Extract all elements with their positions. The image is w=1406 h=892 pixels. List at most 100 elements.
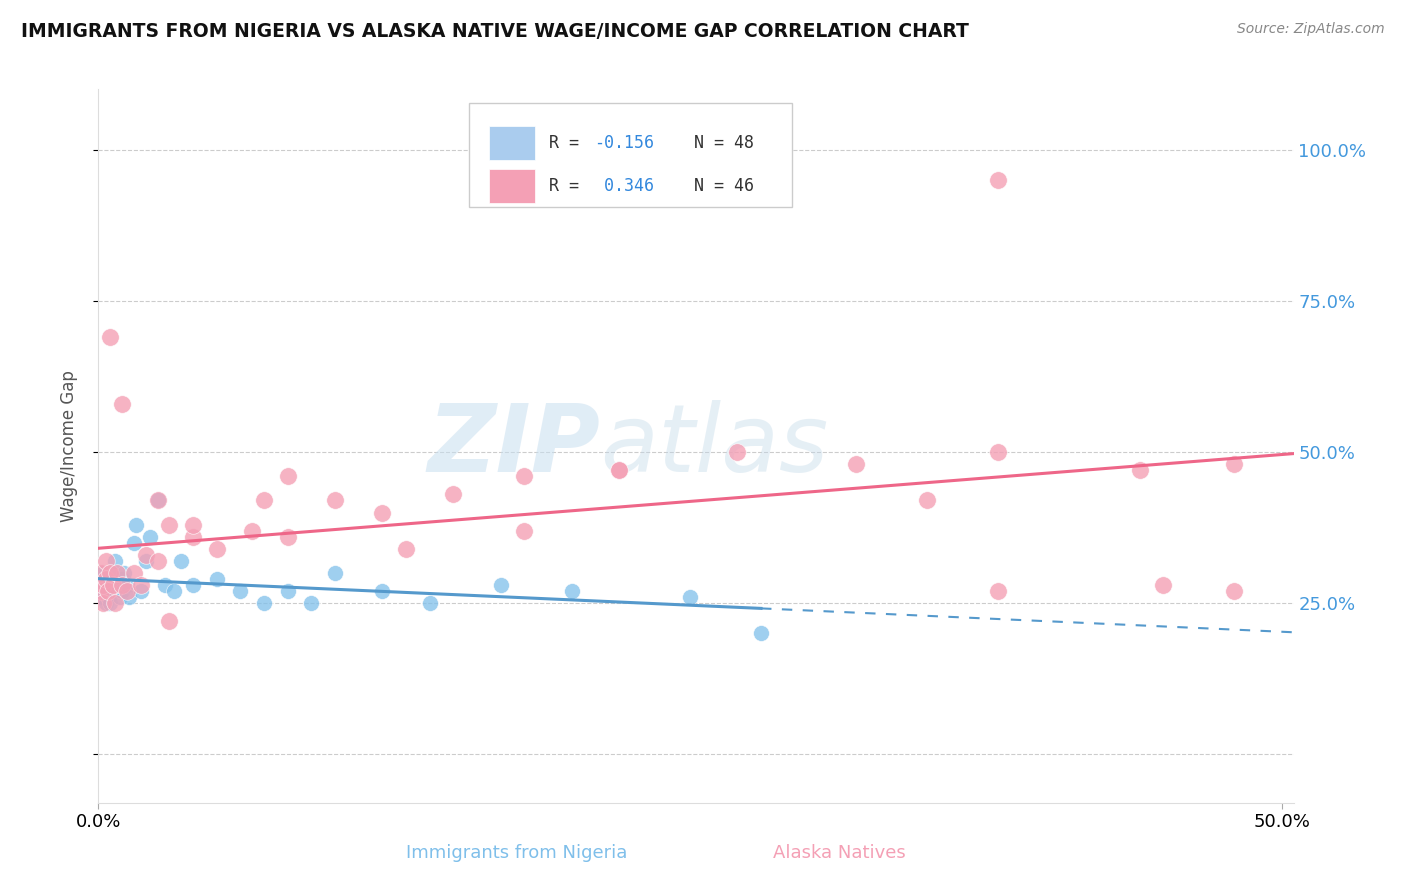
Point [679, 590, 702, 604]
Point [98, 596, 121, 610]
Text: ZIP: ZIP [427, 400, 600, 492]
Point [1223, 457, 1246, 471]
Point [91, 566, 114, 580]
Point [277, 530, 299, 544]
Point [115, 584, 138, 599]
Point [94, 572, 117, 586]
Point [90, 584, 112, 599]
Point [111, 578, 134, 592]
Bar [489, 169, 534, 203]
Point [229, 584, 252, 599]
Text: R =: R = [548, 177, 589, 195]
Text: -0.156: -0.156 [595, 134, 654, 152]
Point [157, 615, 180, 629]
Point [371, 506, 394, 520]
Point [1152, 578, 1174, 592]
Point [122, 566, 145, 580]
Point [98, 566, 121, 580]
Point [135, 548, 157, 562]
Point [240, 524, 263, 538]
Point [115, 578, 138, 592]
Point [125, 517, 148, 532]
Point [163, 584, 186, 599]
Point [105, 566, 128, 580]
Point [91, 578, 114, 592]
Point [111, 397, 134, 411]
Point [90, 584, 112, 599]
Point [146, 554, 169, 568]
Point [101, 584, 124, 599]
Point [607, 463, 630, 477]
Point [987, 445, 1010, 459]
Point [101, 578, 124, 592]
Point [845, 457, 868, 471]
Point [181, 530, 204, 544]
Point [105, 578, 128, 592]
Text: N = 46: N = 46 [675, 177, 755, 195]
FancyBboxPatch shape [470, 103, 792, 207]
Point [97, 584, 120, 599]
Point [101, 578, 124, 592]
Text: Alaska Natives: Alaska Natives [773, 844, 905, 862]
Point [323, 566, 346, 580]
Point [749, 626, 772, 640]
Point [277, 469, 299, 483]
Point [90, 590, 112, 604]
Point [253, 493, 276, 508]
Y-axis label: Wage/Income Gap: Wage/Income Gap [59, 370, 77, 522]
Point [114, 566, 136, 580]
Point [98, 330, 121, 344]
Point [205, 572, 228, 586]
Text: Immigrants from Nigeria: Immigrants from Nigeria [406, 844, 627, 862]
Point [561, 584, 583, 599]
Point [98, 584, 121, 599]
Point [94, 584, 117, 599]
Point [299, 596, 322, 610]
Point [441, 487, 464, 501]
Point [111, 584, 134, 599]
Point [987, 173, 1010, 187]
Point [607, 463, 630, 477]
Point [108, 590, 131, 604]
Point [104, 554, 127, 568]
Point [91, 578, 114, 592]
Point [157, 517, 180, 532]
Point [205, 541, 228, 556]
Point [987, 584, 1010, 599]
Point [139, 530, 162, 544]
Point [153, 578, 176, 592]
Point [94, 572, 117, 586]
Point [489, 578, 512, 592]
Bar [489, 126, 534, 160]
Point [91, 584, 114, 599]
Point [135, 554, 157, 568]
Text: R =: R = [548, 134, 589, 152]
Point [513, 524, 536, 538]
Point [146, 493, 169, 508]
Point [90, 578, 112, 592]
Point [181, 517, 204, 532]
Point [419, 596, 441, 610]
Point [97, 590, 120, 604]
Point [94, 596, 117, 610]
Point [146, 493, 169, 508]
Point [94, 554, 117, 568]
Point [91, 596, 114, 610]
Point [118, 590, 141, 604]
Point [181, 578, 204, 592]
Point [725, 445, 748, 459]
Point [90, 566, 112, 580]
Text: 0.346: 0.346 [595, 177, 654, 195]
Point [371, 584, 394, 599]
Point [915, 493, 938, 508]
Point [90, 572, 112, 586]
Point [1129, 463, 1152, 477]
Point [91, 590, 114, 604]
Point [323, 493, 346, 508]
Point [253, 596, 276, 610]
Point [104, 596, 127, 610]
Point [111, 572, 134, 586]
Point [129, 578, 152, 592]
Text: atlas: atlas [600, 401, 828, 491]
Point [395, 541, 418, 556]
